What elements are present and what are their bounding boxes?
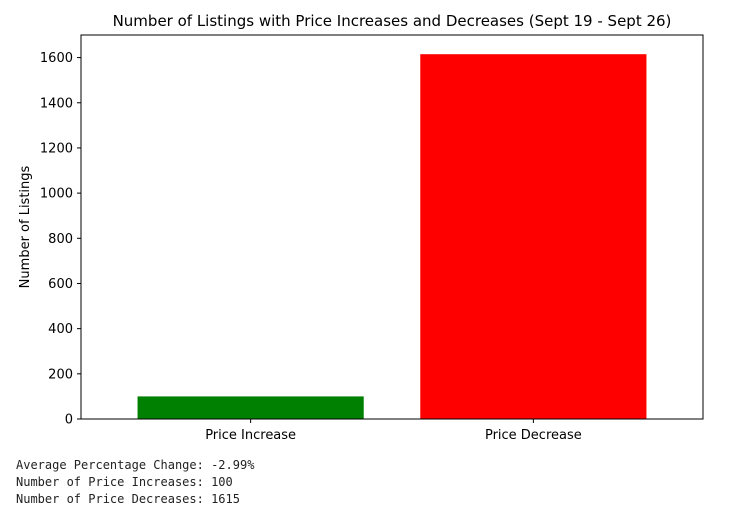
increases-count-text: Number of Price Increases: 100 [16, 475, 233, 489]
bar-price-increase [137, 396, 364, 419]
decreases-count-text: Number of Price Decreases: 1615 [16, 492, 240, 506]
bar-price-decrease [420, 54, 647, 419]
y-ticks-group: 0 200 400 600 800 1000 1200 1400 1600 [40, 51, 81, 428]
y-tick-label: 1000 [40, 187, 73, 202]
x-tick-label: Price Decrease [485, 428, 582, 443]
y-tick-label: 0 [65, 413, 73, 428]
y-tick-label: 1200 [40, 141, 73, 156]
y-axis-label: Number of Listings [18, 165, 33, 288]
bars-group [137, 54, 647, 419]
y-tick-label: 200 [48, 367, 73, 382]
y-tick-label: 1400 [40, 96, 73, 111]
stats-summary: Average Percentage Change: -2.99% Number … [16, 457, 254, 508]
avg-change-text: Average Percentage Change: -2.99% [16, 458, 255, 472]
x-ticks-group: Price Increase Price Decrease [205, 419, 582, 443]
plot-frame [80, 34, 704, 420]
chart-title: Number of Listings with Price Increases … [113, 12, 672, 30]
y-tick-label: 1600 [40, 51, 73, 66]
y-tick-label: 600 [48, 277, 73, 292]
y-tick-label: 800 [48, 232, 73, 247]
y-tick-label: 400 [48, 322, 73, 337]
x-tick-label: Price Increase [205, 428, 296, 443]
